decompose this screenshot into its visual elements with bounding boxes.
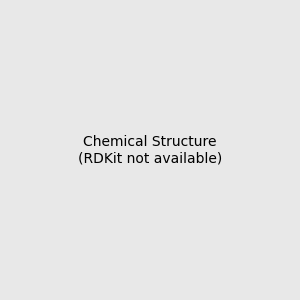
Text: Chemical Structure
(RDKit not available): Chemical Structure (RDKit not available) [78,135,222,165]
